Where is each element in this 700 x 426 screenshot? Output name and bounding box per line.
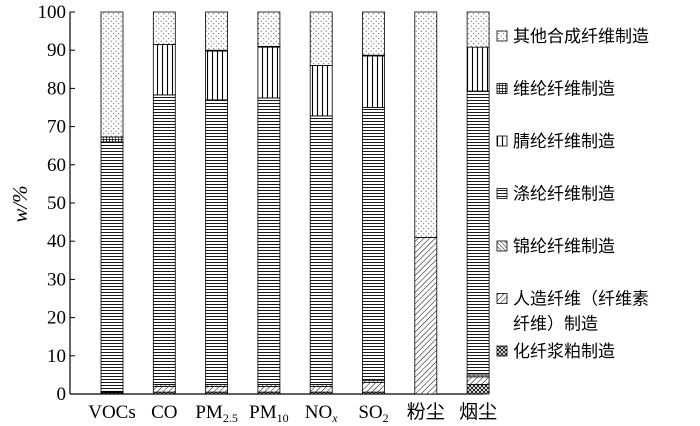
- bar-segment: [100, 141, 124, 392]
- x-tick-label: NOx: [305, 402, 338, 425]
- legend: 其他合成纤维制造维纶纤维制造腈纶纤维制造涤纶纤维制造锦纶纤维制造人造纤维（纤维素…: [496, 27, 649, 362]
- bar-segment: [205, 385, 229, 393]
- legend-item: 人造纤维（纤维素纤维）制造: [496, 290, 649, 335]
- bar-PM10: [257, 11, 281, 395]
- bar-segment: [466, 376, 490, 385]
- bar-segment: [257, 46, 281, 99]
- y-tick-label: 60: [47, 155, 66, 176]
- bar-segment: [100, 11, 124, 138]
- y-tick-label: 50: [47, 193, 66, 214]
- bar-segment: [362, 382, 385, 393]
- legend-item: 锦纶纤维制造: [496, 237, 615, 257]
- legend-label: 涤纶纤维制造: [513, 185, 615, 205]
- legend-label: 锦纶纤维制造: [513, 237, 615, 257]
- bar-segment: [257, 385, 281, 393]
- bar-PM2.5: [205, 11, 229, 395]
- y-tick-label: 90: [47, 40, 66, 61]
- bar-segment: [309, 11, 333, 66]
- x-tick-label: 烟尘: [459, 401, 497, 423]
- bar-SO2: [362, 11, 385, 395]
- legend-swatch: [496, 30, 508, 42]
- bar-segment: [205, 11, 229, 51]
- legend-swatch: [496, 293, 508, 304]
- legend-item: 腈纶纤维制造: [496, 132, 615, 152]
- bar-segment: [257, 11, 281, 47]
- y-tick-label: 80: [47, 78, 66, 99]
- legend-swatch: [496, 240, 508, 252]
- bar-segment: [152, 11, 176, 45]
- bar-segment: [362, 107, 385, 382]
- legend-swatch: [496, 83, 508, 94]
- bar-粉尘: [414, 11, 438, 395]
- legend-swatch: [496, 188, 508, 199]
- legend-label: 腈纶纤维制造: [513, 132, 615, 152]
- bar-segment: [414, 236, 438, 395]
- bar-CO: [152, 11, 176, 395]
- legend-label: 其他合成纤维制造: [513, 27, 649, 47]
- x-tick-label: SO2: [358, 402, 388, 425]
- bar-segment: [100, 136, 124, 143]
- x-tick-label: PM10: [249, 402, 288, 425]
- legend-label: 人造纤维（纤维素纤维）制造: [513, 290, 649, 335]
- bar-segment: [362, 11, 385, 56]
- legend-swatch: [496, 135, 508, 147]
- bar-segment: [309, 65, 333, 117]
- x-tick-label: PM2.5: [195, 402, 237, 425]
- bar-segment: [257, 97, 281, 385]
- bar-segment: [362, 55, 385, 108]
- x-tick-label: VOCs: [88, 402, 136, 423]
- legend-label: 化纤浆粕制造: [513, 342, 615, 362]
- bar-segment: [414, 11, 438, 238]
- bar-segment: [309, 115, 333, 385]
- bar-NOx: [309, 11, 333, 395]
- x-axis-labels: VOCs CO PM2.5 PM10 NOx SO2 粉尘 烟尘: [88, 401, 497, 425]
- y-tick-label: 20: [47, 308, 66, 329]
- bar-segment: [466, 90, 490, 376]
- x-tick-label: CO: [151, 402, 177, 423]
- legend-item: 其他合成纤维制造: [496, 27, 649, 47]
- bar-segment: [205, 99, 229, 385]
- y-tick-label: 70: [47, 117, 66, 138]
- y-tick-label: 10: [47, 346, 66, 367]
- y-axis-title: w/%: [8, 185, 32, 222]
- x-tick-label: 粉尘: [407, 401, 445, 423]
- bar-segment: [466, 384, 490, 395]
- legend-swatch: [496, 345, 508, 357]
- bar-segment: [152, 94, 176, 385]
- legend-item: 化纤浆粕制造: [496, 342, 615, 362]
- legend-item: 维纶纤维制造: [496, 80, 615, 100]
- bar-segment: [205, 50, 229, 101]
- bars: [100, 11, 490, 395]
- bar-segment: [466, 46, 490, 92]
- bar-segment: [466, 11, 490, 48]
- bar-VOCs: [100, 11, 124, 395]
- bar-烟尘: [466, 11, 490, 395]
- bar-segment: [152, 44, 176, 96]
- legend-item: 涤纶纤维制造: [496, 185, 615, 205]
- y-axis-ticks: 0 10 20 30 40 50 60 70 80 90 100: [38, 2, 75, 405]
- y-tick-label: 30: [47, 269, 66, 290]
- y-tick-label: 40: [47, 231, 66, 252]
- y-tick-label: 100: [38, 2, 67, 23]
- bar-segment: [309, 385, 333, 393]
- legend-label: 维纶纤维制造: [513, 80, 615, 100]
- y-tick-label: 0: [57, 384, 67, 405]
- bar-segment: [152, 385, 176, 393]
